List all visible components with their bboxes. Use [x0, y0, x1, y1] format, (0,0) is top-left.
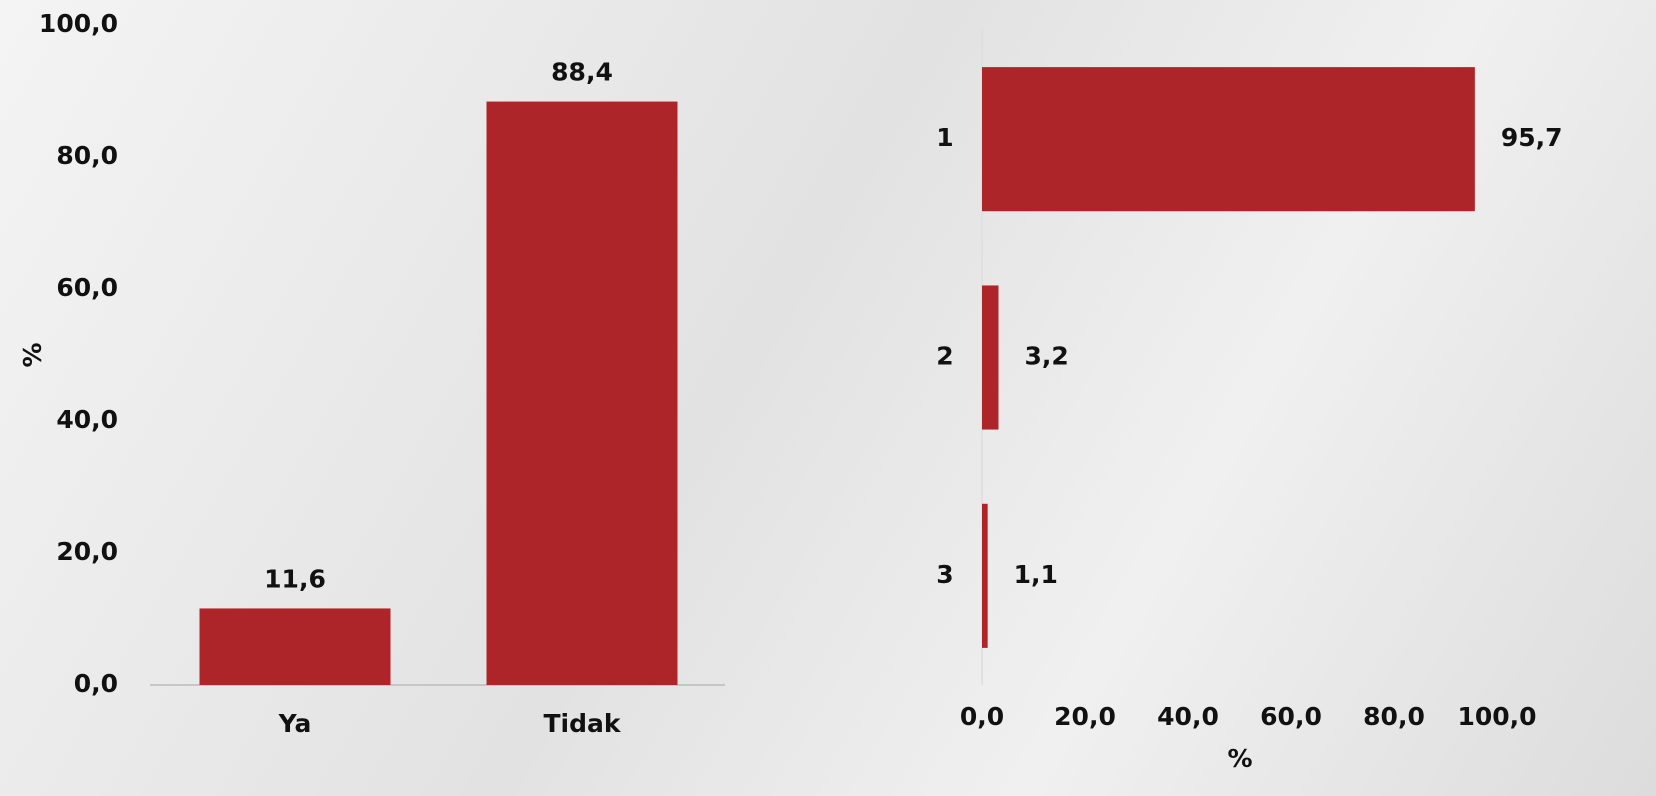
y-tick-label: 3 [936, 560, 953, 589]
y-tick-label: 40,0 [56, 405, 118, 434]
value-label: 88,4 [551, 58, 613, 87]
y-tick-label: 20,0 [56, 537, 118, 566]
x-tick-label: 60,0 [1260, 702, 1322, 731]
bar [486, 101, 678, 685]
x-tick-label: 0,0 [960, 702, 1004, 731]
y-tick-label: 1 [936, 123, 953, 152]
y-tick-label: 100,0 [39, 9, 118, 38]
value-label: 3,2 [1024, 342, 1068, 371]
x-tick-label: Ya [278, 709, 312, 738]
value-label: 11,6 [264, 564, 326, 593]
x-tick-label: 20,0 [1054, 702, 1116, 731]
x-axis-label: % [1227, 744, 1252, 773]
value-label: 1,1 [1014, 560, 1058, 589]
y-tick-label: 2 [936, 342, 953, 371]
x-tick-label: Tidak [543, 709, 621, 738]
bar [199, 608, 391, 685]
y-tick-label: 80,0 [56, 141, 118, 170]
x-tick-label: 100,0 [1457, 702, 1536, 731]
bar [982, 67, 1475, 212]
x-tick-label: 40,0 [1157, 702, 1219, 731]
bar [982, 285, 999, 430]
y-axis-label: % [18, 342, 47, 367]
y-tick-label: 60,0 [56, 273, 118, 302]
y-tick-label: 0,0 [74, 669, 118, 698]
x-tick-label: 80,0 [1363, 702, 1425, 731]
value-label: 95,7 [1501, 123, 1563, 152]
bar [982, 503, 988, 648]
